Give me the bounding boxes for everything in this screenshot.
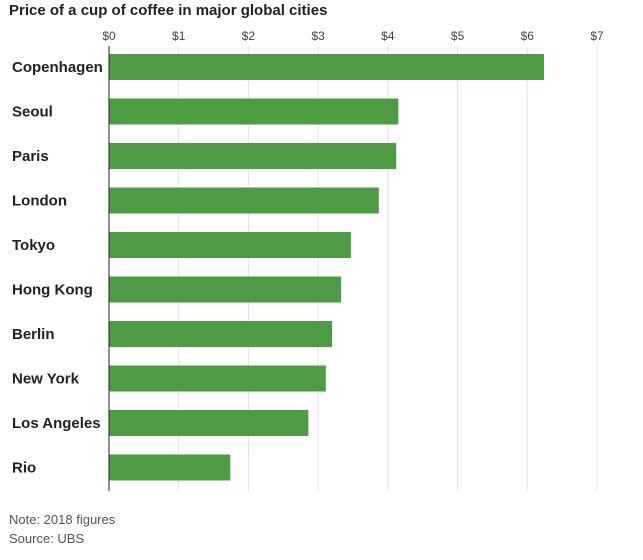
bar: [109, 365, 326, 392]
bar: [109, 187, 379, 214]
bar: [109, 276, 342, 303]
x-tick-label: $2: [242, 29, 256, 43]
bar: [109, 410, 309, 436]
category-labels: Copenhagen Seoul Paris London Tokyo Hong Kong…: [12, 59, 103, 477]
category-label: Berlin: [12, 326, 55, 343]
x-tick-label: $6: [521, 29, 535, 43]
x-tick-label: $4: [381, 29, 395, 43]
category-label: Paris: [12, 148, 49, 165]
category-label: Seoul: [12, 104, 53, 121]
bar: [109, 143, 397, 169]
category-label: Rio: [12, 460, 36, 477]
bar: [109, 454, 231, 481]
x-tick-label: $0: [102, 29, 116, 43]
category-label: Hong Kong: [12, 282, 93, 299]
category-label: Copenhagen: [12, 59, 103, 76]
bar: [109, 232, 351, 258]
category-label: Los Angeles: [12, 415, 101, 432]
chart-title: Price of a cup of coffee in major global…: [9, 2, 328, 19]
bars: [109, 54, 545, 481]
x-axis-ticks: $0 $1 $2 $3 $4 $5 $6 $7: [102, 29, 604, 43]
chart-source: Source: UBS: [9, 531, 85, 546]
x-tick-label: $7: [590, 29, 604, 43]
bar: [109, 98, 399, 125]
x-tick-label: $1: [172, 29, 186, 43]
category-label: London: [12, 193, 67, 210]
category-label: New York: [12, 371, 80, 388]
x-tick-label: $5: [451, 29, 465, 43]
category-label: Tokyo: [12, 237, 55, 254]
bar: [109, 54, 545, 80]
bar-chart: $0 $1 $2 $3 $4 $5 $6 $7 Copenhagen Seoul Paris Lon…: [12, 29, 604, 491]
bar: [109, 321, 333, 347]
x-tick-label: $3: [311, 29, 325, 43]
chart-note: Note: 2018 figures: [9, 512, 116, 527]
